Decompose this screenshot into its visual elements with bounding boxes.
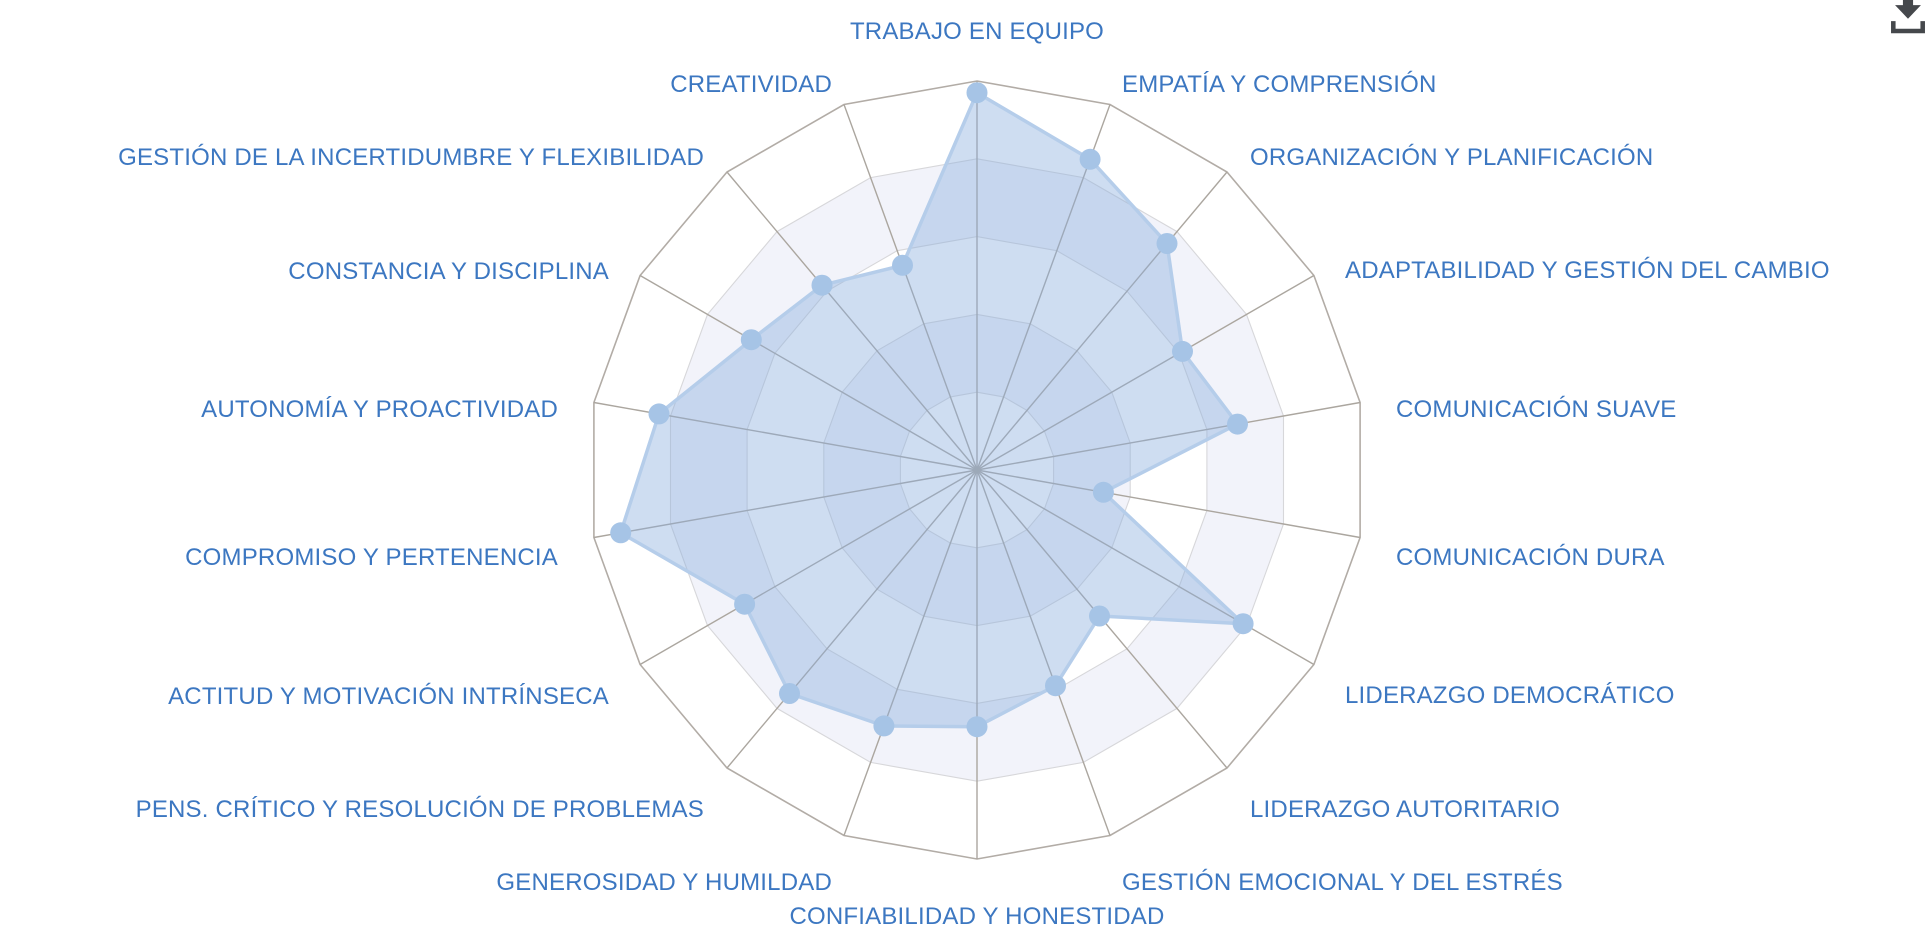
data-point-11 <box>779 683 800 704</box>
axis-spoke <box>843 469 978 836</box>
axis-spoke <box>593 469 978 539</box>
axis-spoke <box>843 104 978 471</box>
data-point-2 <box>1156 233 1178 254</box>
data-point-12 <box>734 593 756 615</box>
data-point-10 <box>873 715 895 737</box>
data-point-4 <box>1227 413 1248 435</box>
axis-spoke <box>726 469 978 769</box>
axis-spoke <box>976 401 1361 471</box>
axis-spoke <box>976 469 1315 666</box>
data-point-13 <box>610 522 632 544</box>
axis-spoke <box>976 469 1361 539</box>
axis-spoke <box>639 274 978 471</box>
data-point-15 <box>740 329 762 351</box>
data-point-7 <box>1089 605 1110 627</box>
download-button[interactable] <box>1887 0 1928 38</box>
data-point-5 <box>1092 481 1114 503</box>
axis-spoke <box>976 274 1315 471</box>
data-point-9 <box>966 716 988 738</box>
axis-spoke <box>639 469 978 666</box>
data-point-17 <box>892 254 913 276</box>
data-point-6 <box>1232 613 1254 635</box>
axis-spoke <box>726 171 978 471</box>
data-point-8 <box>1045 675 1066 697</box>
axis-spoke <box>976 469 1111 836</box>
download-icon <box>1891 0 1925 34</box>
data-point-0 <box>966 82 988 104</box>
data-point-14 <box>648 403 670 425</box>
axis-spoke <box>976 171 1228 471</box>
data-point-3 <box>1172 340 1193 362</box>
data-point-16 <box>811 274 833 296</box>
data-point-1 <box>1079 148 1101 170</box>
